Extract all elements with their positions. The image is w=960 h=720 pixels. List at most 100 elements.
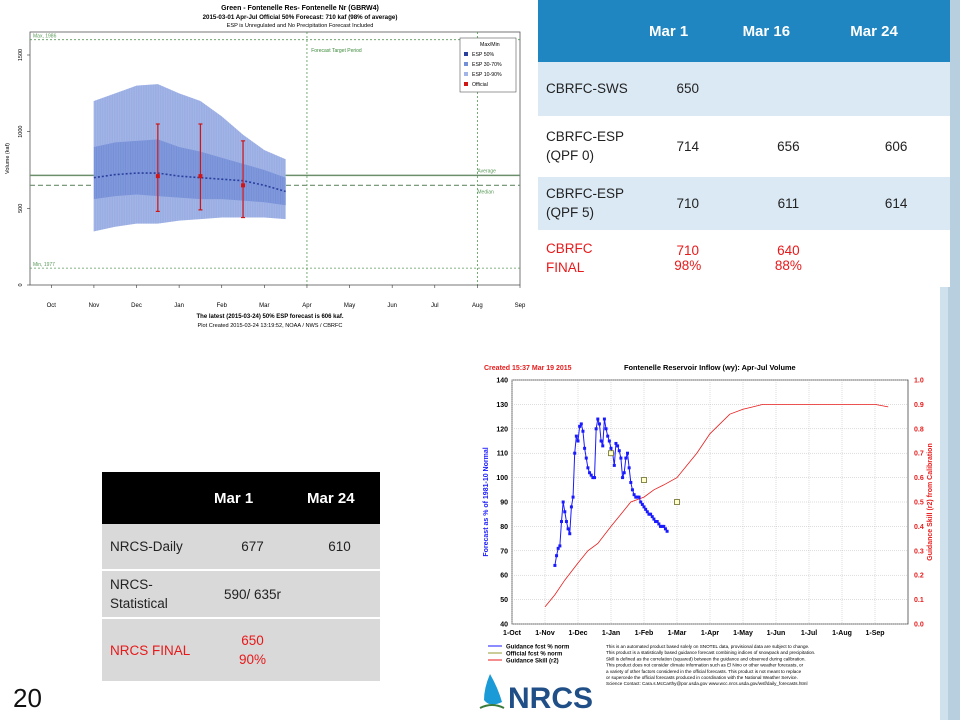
guidance-point xyxy=(657,522,661,526)
guidance-point xyxy=(612,463,616,467)
table-cell xyxy=(299,570,380,619)
x-tick-label: Jun xyxy=(387,303,397,309)
guidance-point xyxy=(558,544,562,548)
guidance-point xyxy=(652,517,656,521)
table-header-row: Mar 1 Mar 16 Mar 24 xyxy=(538,0,950,62)
guidance-point xyxy=(566,527,570,531)
y2-axis-label: Guidance Skill (r2) from Calibration xyxy=(927,443,934,560)
esp-chart: Green - Fontenelle Res- Fontenelle Nr (G… xyxy=(5,5,526,329)
chart-subtitle: 2015-03-01 Apr-Jul Official 50% Forecast… xyxy=(203,14,398,21)
table-cell: 710 98% xyxy=(641,230,735,287)
x-tick-label: 1-Aug xyxy=(832,630,852,637)
created-label: Created 15:37 Mar 19 2015 xyxy=(484,365,572,372)
table-row: NRCS FINAL 650 90% xyxy=(102,618,380,683)
guidance-point xyxy=(555,554,559,558)
table-cell: 650 xyxy=(641,62,735,117)
guidance-point xyxy=(576,439,580,443)
column-header xyxy=(102,472,206,524)
y-tick-label: 50 xyxy=(500,597,508,604)
table-cell: 606 xyxy=(842,116,950,177)
guidance-point xyxy=(630,488,634,492)
y-tick-label: 130 xyxy=(496,402,508,409)
y-tick-label: 120 xyxy=(496,426,508,433)
esp-chart-panel: Green - Fontenelle Res- Fontenelle Nr (G… xyxy=(0,0,538,345)
guidance-point xyxy=(650,515,654,519)
disclaimer-line: This is an automated product based solel… xyxy=(606,644,809,649)
y-axis-label: Volume (kaf) xyxy=(5,143,11,174)
guidance-point xyxy=(665,529,669,533)
table-cell: 677 xyxy=(206,524,300,571)
guidance-point xyxy=(594,427,598,431)
guidance-point xyxy=(607,439,611,443)
legend-entry: Official fcst % norm xyxy=(506,652,562,658)
legend-entry: Official xyxy=(472,82,488,88)
chart-footer-2: Plot Created 2015-03-24 13:19:52, NOAA /… xyxy=(198,323,343,329)
table-row: NRCS-Daily 677 610 xyxy=(102,524,380,571)
column-header: Mar 16 xyxy=(734,0,843,62)
y-tick-label: 100 xyxy=(496,475,508,482)
guidance-point xyxy=(634,495,638,499)
guidance-point xyxy=(616,444,620,448)
guidance-point xyxy=(619,456,623,460)
row-label: NRCS-Daily xyxy=(102,524,206,571)
official-point xyxy=(155,174,160,179)
disclaimer-line: a variety of other factors considered in… xyxy=(606,669,802,674)
cbrfc-forecast-table: Mar 1 Mar 16 Mar 24 CBRFC-SWS 650 CBRFC-ESP … xyxy=(538,0,950,287)
guidance-point xyxy=(647,512,651,516)
guidance-point xyxy=(564,520,568,524)
guidance-point xyxy=(629,480,633,484)
table-cell: 714 xyxy=(641,116,735,177)
x-tick-label: 1-Sep xyxy=(865,630,884,637)
official-point xyxy=(198,174,203,179)
guidance-point xyxy=(561,500,565,504)
guidance-point xyxy=(601,444,605,448)
y-tick-label: 40 xyxy=(500,622,508,629)
min-label: Min, 1977 xyxy=(33,262,55,268)
guidance-point xyxy=(626,451,629,455)
column-header: Mar 1 xyxy=(641,0,735,62)
x-tick-label: Sep xyxy=(515,303,526,309)
table-cell: 611 xyxy=(734,176,843,231)
plot-frame xyxy=(29,31,521,286)
table-row: NRCS-Statistical 590/ 635r xyxy=(102,570,380,619)
row-label: NRCS-Statistical xyxy=(102,570,206,619)
y-axis-label: Forecast as % of 1981-10 Normal xyxy=(483,447,490,556)
guidance-point xyxy=(624,456,628,460)
guidance-point xyxy=(563,510,567,514)
guidance-point xyxy=(591,476,595,480)
y2-tick-label: 0.4 xyxy=(914,524,924,531)
guidance-point xyxy=(571,495,575,499)
nrcs-logo: NRCS xyxy=(479,674,593,715)
y2-tick-label: 1.0 xyxy=(914,378,924,385)
guidance-point xyxy=(609,446,613,450)
row-label: NRCS FINAL xyxy=(102,618,206,683)
x-tick-label: 1-Jun xyxy=(767,630,786,637)
guidance-point xyxy=(588,471,592,475)
x-tick-label: Mar xyxy=(259,303,269,309)
table-cell: 650 90% xyxy=(206,618,300,683)
y-tick-label: 1000 xyxy=(18,126,24,138)
median-label: Median xyxy=(477,189,494,195)
table-row: CBRFC-ESP (QPF 0) 714 656 606 xyxy=(538,116,950,177)
esp-50-line xyxy=(93,172,286,193)
table-row: CBRFC-SWS 650 xyxy=(538,62,950,117)
legend-entry: Guidance fcst % norm xyxy=(506,645,569,651)
max-label: Max, 1986 xyxy=(33,34,57,40)
skill-line xyxy=(544,404,889,608)
slide-side-band-dark xyxy=(948,0,960,720)
column-header: Mar 24 xyxy=(842,0,950,62)
guidance-point xyxy=(663,527,667,531)
guidance-point xyxy=(560,520,563,524)
official-point xyxy=(674,499,680,505)
y2-tick-label: 0.0 xyxy=(914,622,924,629)
nrcs-chart-panel: Created 15:37 Mar 19 2015 Fontenelle Rese… xyxy=(476,356,940,720)
y2-tick-label: 0.3 xyxy=(914,548,924,555)
x-tick-label: Feb xyxy=(217,303,228,309)
guidance-point xyxy=(662,524,666,528)
table-header-row: Mar 1 Mar 24 xyxy=(102,472,380,524)
guidance-point xyxy=(593,476,596,480)
table-cell xyxy=(842,230,950,287)
legend-entry: Guidance Skill (r2) xyxy=(506,659,559,665)
table-cell: 610 xyxy=(299,524,380,571)
target-label: Forecast Target Period xyxy=(311,48,362,54)
